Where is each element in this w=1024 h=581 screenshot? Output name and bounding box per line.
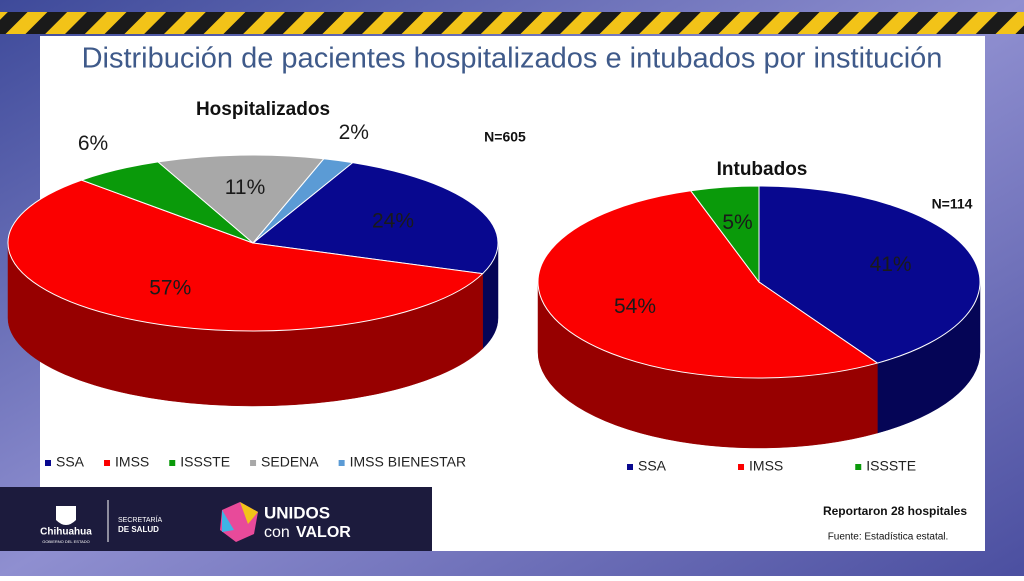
pie-slice (156, 154, 325, 244)
slice-top (251, 162, 499, 275)
chart-annotation: N=605 (484, 129, 526, 145)
data-label: 6% (78, 132, 108, 155)
footer-source: Fuente: Estadística estatal. (828, 532, 949, 543)
legend-label: IMSS BIENESTAR (350, 454, 466, 470)
legend-swatch (169, 460, 176, 466)
pie-slice (252, 158, 354, 244)
campaign-valor: VALOR (296, 524, 351, 541)
dept-line2: DE SALUD (118, 525, 159, 534)
legend-swatch (627, 464, 633, 470)
legend-swatch (338, 460, 345, 466)
chart-title: Intubados (717, 159, 808, 180)
legend-label: IMSS (115, 454, 149, 470)
pie-slice (537, 190, 879, 449)
data-label: 11% (225, 176, 265, 199)
state-shield (56, 506, 76, 525)
hazard-stripe (0, 12, 1024, 34)
legend-label: IMSS (749, 458, 783, 474)
pie-chart: Hospitalizados N=605 24% 57% 6% 11% 2% SSA IMSS I… (7, 99, 526, 470)
pie-slice (7, 179, 484, 407)
slice-top (7, 179, 484, 332)
slice-top (689, 185, 760, 284)
legend-swatch (738, 464, 745, 470)
slide-title: Distribución de pacientes hospitalizados… (82, 43, 943, 75)
slice-top (758, 185, 981, 364)
pie-chart: Intubados N=114 41% 54% 5% SSA IMSS ISSSTE (537, 159, 981, 474)
state-name: Chihuahua (40, 527, 92, 538)
slice-top (537, 190, 879, 379)
legend-label: ISSSTE (180, 454, 230, 470)
legend-swatch (855, 464, 862, 470)
campaign-logo-part (222, 510, 234, 532)
data-label: 2% (339, 121, 369, 144)
footer-note: Reportaron 28 hospitales (823, 504, 967, 518)
data-label: 57% (149, 276, 191, 299)
campaign-con: con (264, 524, 290, 541)
campaign-logo-part (240, 502, 258, 524)
slice-top (252, 158, 354, 244)
slice-top (156, 154, 325, 244)
legend-label: ISSSTE (866, 458, 916, 474)
legend-label: SEDENA (261, 454, 319, 470)
data-label: 5% (722, 211, 752, 234)
pie-slice (758, 185, 981, 434)
pie-slice (689, 185, 760, 284)
state-sub: GOBIERNO DEL ESTADO (42, 539, 90, 544)
data-label: 24% (372, 209, 414, 232)
legend-swatch (45, 460, 51, 466)
chart-title: Hospitalizados (196, 99, 330, 120)
data-label: 54% (614, 295, 656, 318)
dept-line1: SECRETARÍA (118, 515, 163, 524)
campaign-line1: UNIDOS (264, 503, 330, 522)
legend-label: SSA (638, 458, 667, 474)
data-label: 41% (870, 253, 912, 276)
legend-swatch (250, 460, 257, 466)
legend-label: SSA (56, 454, 85, 470)
legend-swatch (104, 460, 111, 466)
chart-annotation: N=114 (932, 196, 973, 212)
